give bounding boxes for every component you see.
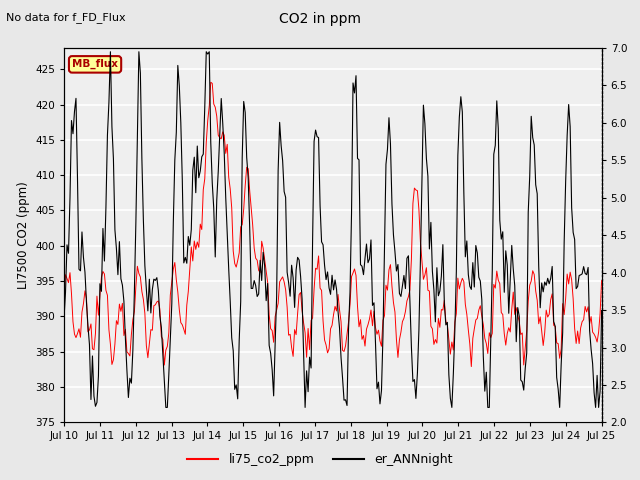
Y-axis label: LI7500 CO2 (ppm): LI7500 CO2 (ppm) — [17, 181, 29, 289]
Text: MB_flux: MB_flux — [72, 59, 118, 70]
Text: No data for f_FD_Flux: No data for f_FD_Flux — [6, 12, 126, 23]
Legend: li75_co2_ppm, er_ANNnight: li75_co2_ppm, er_ANNnight — [182, 448, 458, 471]
Text: CO2 in ppm: CO2 in ppm — [279, 12, 361, 26]
